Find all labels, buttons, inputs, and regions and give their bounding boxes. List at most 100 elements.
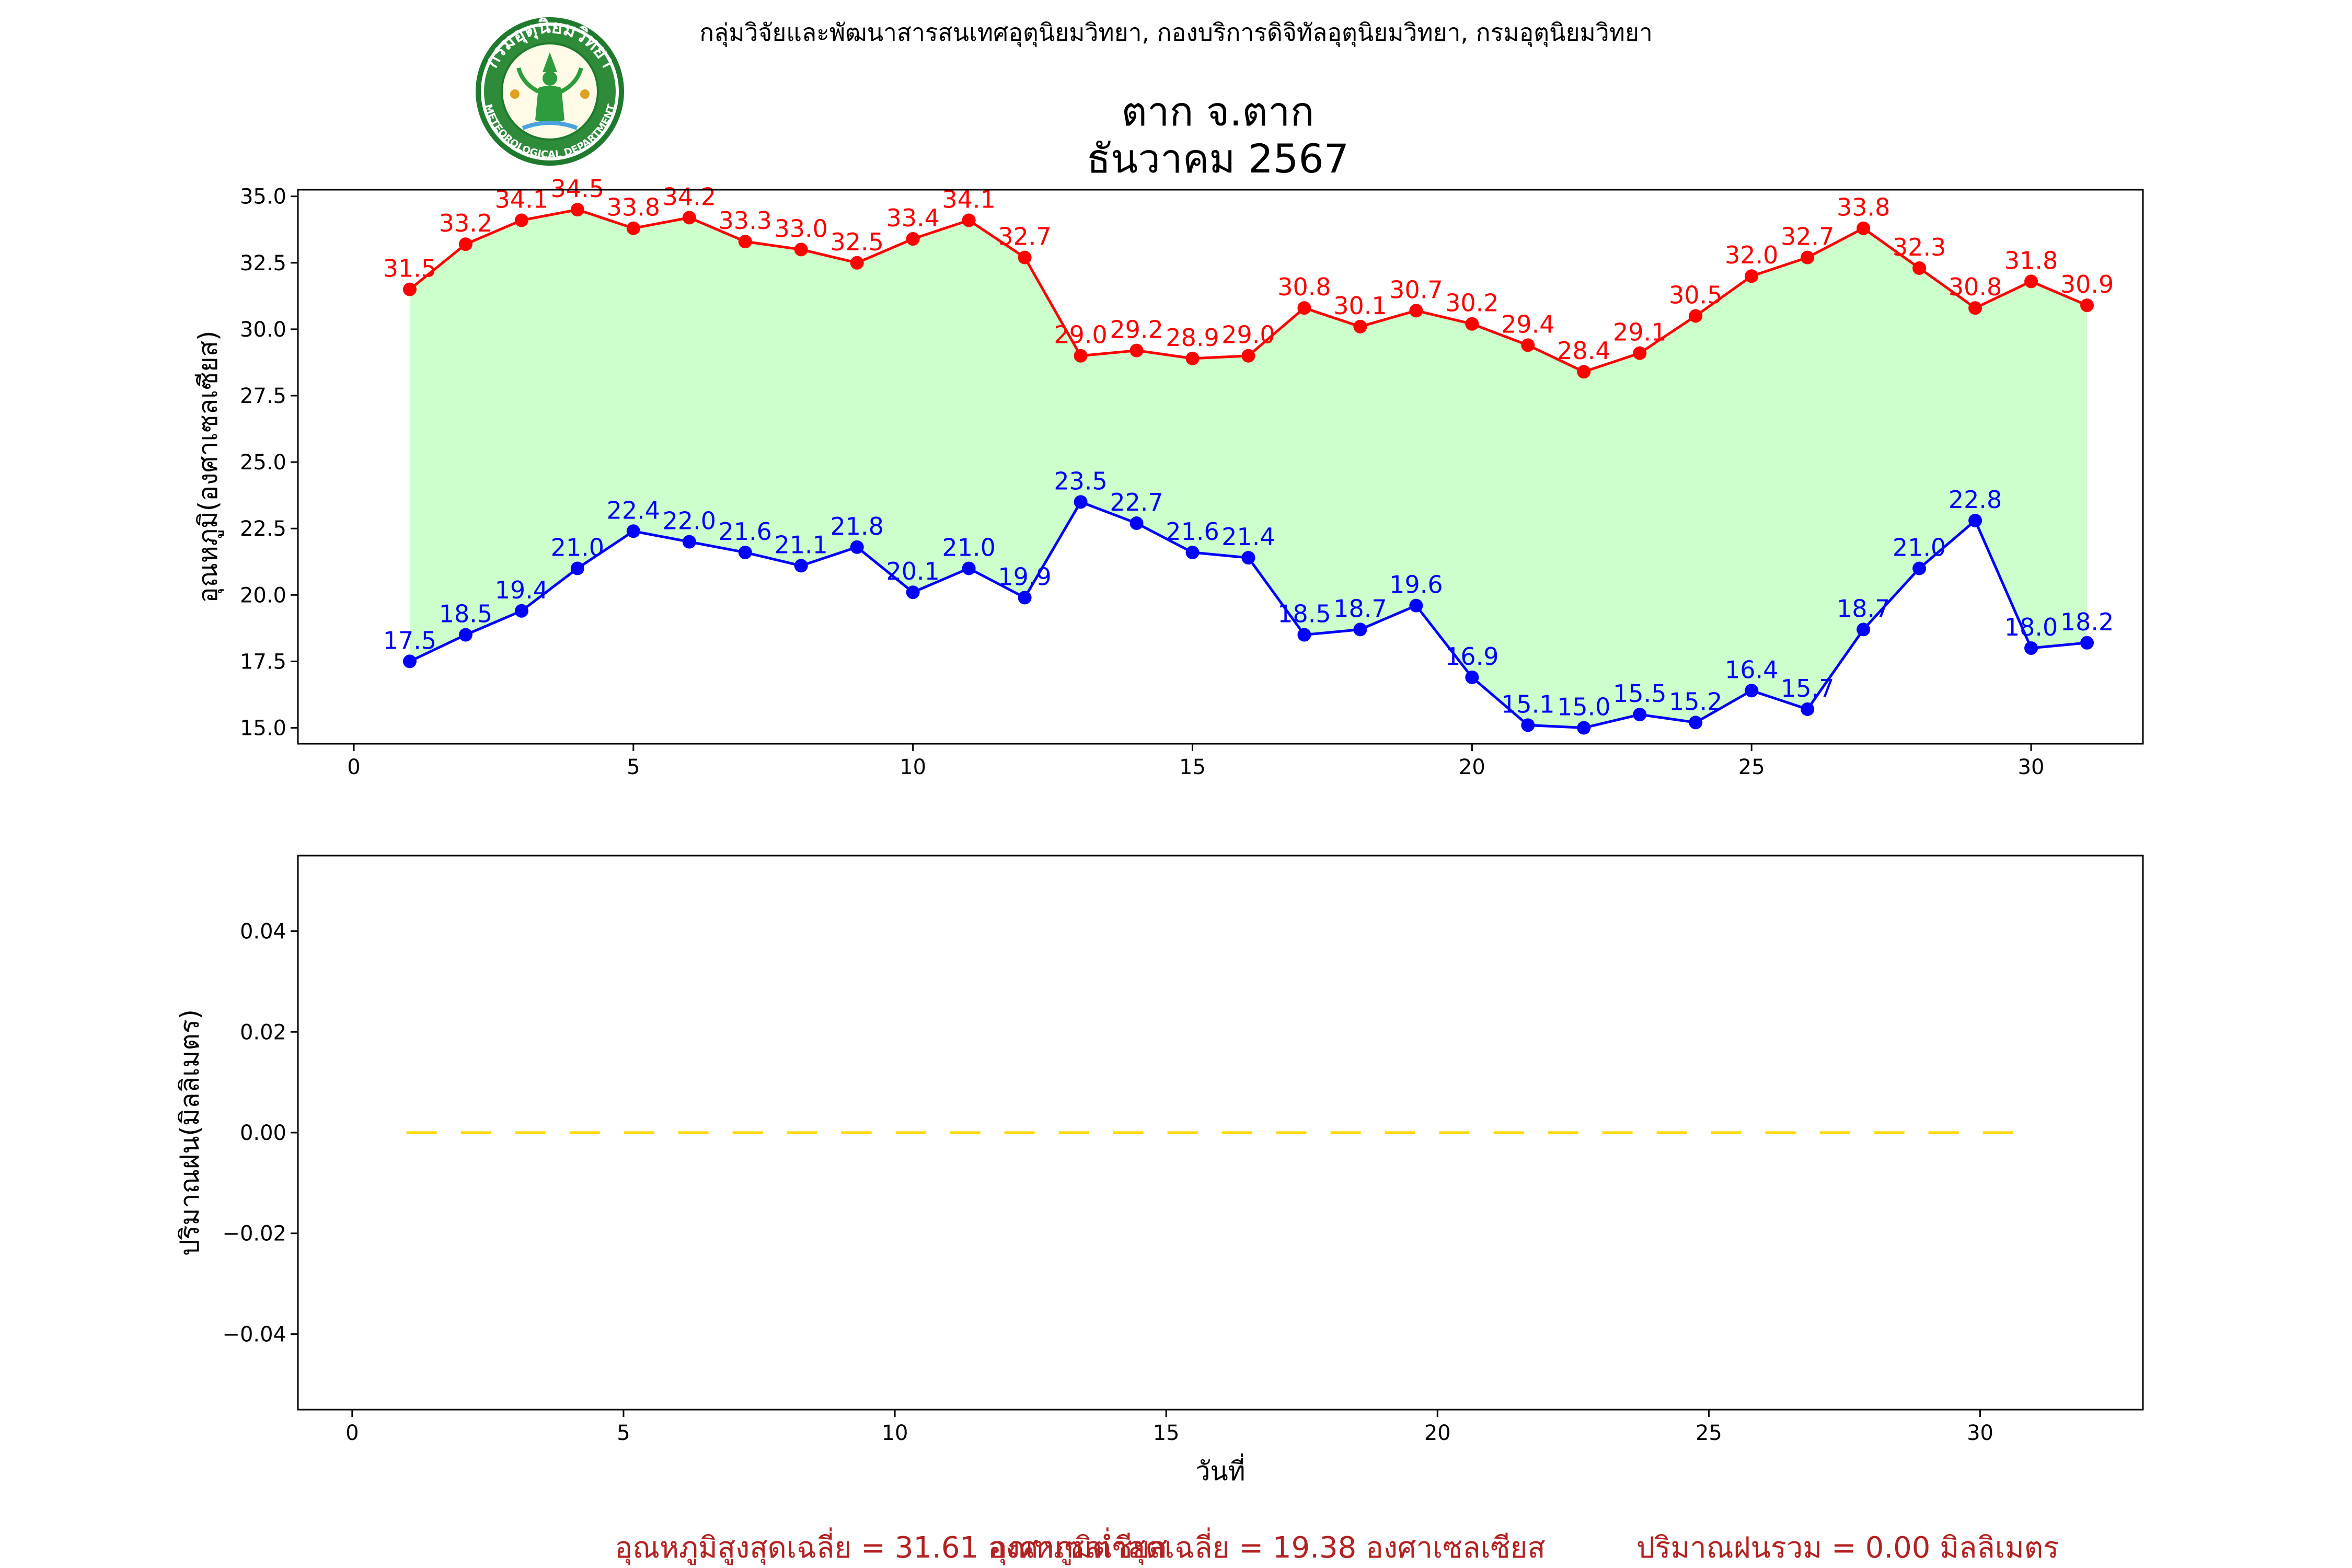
min-temperature-point [738, 545, 752, 559]
y-tick-label: 32.5 [240, 251, 286, 275]
min-temperature-data-label: 15.1 [1501, 690, 1554, 718]
min-temperature-point [1745, 684, 1759, 698]
y-tick-label: 30.0 [240, 318, 286, 342]
min-temperature-point [794, 559, 808, 573]
x-tick-label: 25 [1738, 755, 1765, 779]
max-temperature-point [1689, 309, 1703, 323]
chart-title-period: ธันวาคม 2567 [1087, 135, 1349, 182]
y-tick-label: 0.04 [240, 920, 286, 944]
x-tick-label: 0 [345, 1421, 359, 1445]
min-temperature-data-label: 18.7 [1333, 594, 1387, 622]
max-temperature-data-label: 31.5 [383, 255, 436, 283]
max-temperature-data-label: 33.2 [439, 209, 492, 237]
x-tick-label: 10 [900, 755, 926, 779]
max-temperature-point [626, 221, 640, 235]
min-temperature-data-label: 18.5 [1277, 600, 1331, 628]
min-temperature-point [906, 585, 920, 599]
max-temperature-data-label: 33.8 [1837, 193, 1890, 222]
temperature-chart: 31.533.234.1 34.533.8 34.233.3 33.0 32.533.4… [193, 175, 2144, 779]
max-temperature-data-label: 30.8 [1277, 273, 1331, 301]
max-temperature-data-label: 32.3 [1893, 233, 1946, 261]
x-tick-label: 30 [2018, 755, 2045, 779]
max-temperature-data-label: 29.2 [1110, 316, 1163, 344]
max-temperature-point [458, 237, 472, 251]
min-temperature-data-label: 19.6 [1389, 571, 1443, 599]
max-temperature-data-label: 29.0 [1221, 321, 1275, 349]
y-tick-label: −0.04 [222, 1322, 286, 1346]
max-temperature-data-label: 28.9 [1166, 324, 1219, 352]
min-temperature-point [514, 604, 528, 618]
max-temperature-point [1185, 351, 1200, 365]
min-temperature-data-label: 15.5 [1613, 679, 1666, 708]
max-temperature-data-label: 29.1 [1613, 318, 1666, 347]
min-temperature-data-label: 18.2 [2060, 608, 2114, 636]
max-temperature-point [570, 203, 584, 217]
temperature-axes-frame [297, 189, 2144, 745]
x-tick-label: 5 [627, 755, 640, 779]
min-temperature-data-label: 18.0 [2004, 613, 2058, 641]
temperature-y-ticks: 15.0 17.5 20.0 22.5 25.0 27.5 30.0 32.5 35.0 [240, 185, 298, 740]
rainfall-x-axis-label: วันที่ [1195, 1454, 1245, 1486]
min-temperature-data-label: 22.0 [663, 507, 716, 535]
min-temperature-data-label: 22.7 [1110, 488, 1163, 516]
min-temperature-data-label: 15.0 [1557, 693, 1610, 721]
max-temperature-point [1465, 317, 1479, 331]
max-temperature-point [962, 213, 976, 227]
max-temperature-point [1353, 319, 1367, 333]
max-temperature-point [1857, 221, 1871, 235]
y-tick-label: 27.5 [240, 384, 286, 408]
max-temperature-point [1745, 269, 1759, 283]
max-temperature-point [514, 213, 528, 227]
min-temperature-data-label: 21.4 [1221, 523, 1275, 551]
y-tick-label: 25.0 [240, 451, 286, 475]
y-tick-label: 17.5 [240, 650, 286, 674]
x-tick-label: 10 [882, 1421, 908, 1445]
min-temperature-data-label: 21.1 [775, 531, 828, 559]
y-tick-label: 0.02 [240, 1020, 286, 1044]
min-temperature-point [1521, 718, 1535, 732]
min-temperature-data-label: 23.5 [1054, 467, 1107, 495]
y-tick-label: 35.0 [240, 185, 286, 209]
temperature-x-ticks: 0 5 10 15 20 25 30 [347, 744, 2045, 779]
max-temperature-data-label: 31.8 [2004, 246, 2058, 274]
max-temperature-point [794, 243, 808, 257]
x-tick-label: 25 [1696, 1421, 1722, 1445]
max-temperature-point [2080, 298, 2094, 313]
min-temperature-point [1577, 721, 1591, 735]
max-temperature-point [682, 211, 696, 225]
min-temperature-data-label: 15.7 [1781, 674, 1834, 702]
logo-deity-figure [510, 52, 590, 130]
min-temperature-data-label: 22.4 [607, 496, 660, 524]
rainfall-chart: 0 5 10 15 20 25 30 −0.04 −0.02 0.00 0.02 0.04 ปริม… [175, 855, 2144, 1486]
x-tick-label: 15 [1153, 1421, 1180, 1445]
temperature-y-axis-label: อุณหภูมิ(องศาเซลเซียส) [193, 330, 224, 603]
min-temperature-data-label: 21.0 [942, 533, 995, 561]
max-temperature-point [1129, 343, 1144, 358]
max-temperature-data-label: 33.0 [775, 214, 828, 243]
max-temperature-point [1241, 349, 1255, 363]
x-tick-label: 20 [1459, 755, 1485, 779]
min-temperature-point [2024, 641, 2038, 655]
temperature-data-labels: 31.533.234.1 34.533.8 34.233.3 33.0 32.533.4… [383, 175, 2114, 721]
min-temperature-point [1912, 561, 1927, 575]
max-temperature-point [402, 282, 417, 296]
min-temperature-data-label: 16.9 [1445, 642, 1498, 671]
min-temperature-data-label: 21.6 [1166, 517, 1219, 546]
max-temperature-data-label: 29.4 [1501, 310, 1554, 338]
footer-avg-max: อุณหภูมิสูงสุดเฉลี่ย = 31.61 องศาเซลเซีย… [615, 1527, 1167, 1565]
max-temperature-data-label: 30.8 [1949, 273, 2002, 301]
max-temperature-point [1018, 250, 1032, 264]
max-temperature-point [1633, 346, 1647, 360]
min-temperature-data-label: 19.4 [495, 576, 548, 604]
min-temperature-data-label: 16.4 [1725, 655, 1778, 684]
temperature-fill-area [409, 210, 2088, 728]
max-temperature-data-label: 34.5 [551, 175, 604, 203]
max-temperature-data-label: 32.7 [998, 223, 1051, 251]
min-temperature-data-label: 21.8 [830, 512, 883, 540]
max-temperature-point [906, 232, 920, 246]
chart-title-station: ตาก จ.ตาก [1122, 88, 1315, 135]
max-temperature-point [1912, 261, 1927, 275]
min-temperature-point [1353, 622, 1367, 637]
max-temperature-point [850, 256, 864, 270]
